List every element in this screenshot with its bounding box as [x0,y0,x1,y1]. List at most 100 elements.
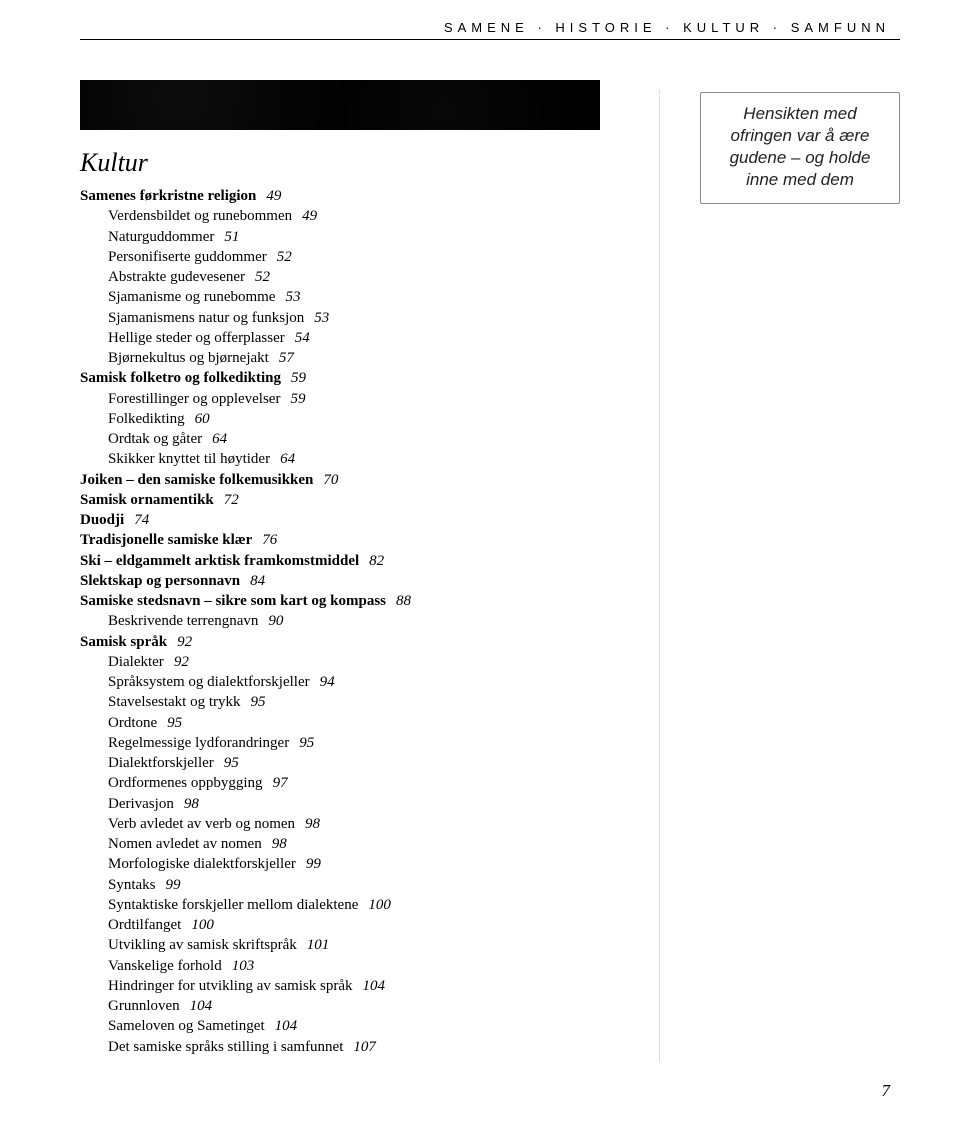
toc-entry: Naturguddommer51 [80,227,640,247]
toc-entry: Verb avledet av verb og nomen98 [80,814,640,834]
table-of-contents: Samenes førkristne religion49Verdensbild… [80,186,640,1057]
toc-entry-label: Sameloven og Sametinget [108,1018,265,1034]
page-number: 7 [882,1081,891,1101]
toc-entry-page: 95 [224,755,239,771]
toc-entry-page: 64 [212,431,227,447]
toc-entry-page: 100 [191,917,214,933]
page: SAMENE · HISTORIE · KULTUR · SAMFUNN Kul… [0,0,960,1121]
toc-entry: Derivasjon 98 [80,794,640,814]
toc-entry: Skikker knyttet til høytider64 [80,449,640,469]
toc-entry-page: 99 [166,877,181,893]
toc-entry-label: Abstrakte gudevesener [108,269,245,285]
toc-entry: Syntaks 99 [80,875,640,895]
section-title: Kultur [80,148,640,178]
toc-entry-page: 95 [299,735,314,751]
toc-entry-label: Slektskap og personnavn [80,573,240,589]
toc-entry: Ordtilfanget 100 [80,915,640,935]
toc-entry: Samisk folketro og folkedikting59 [80,368,640,388]
vertical-divider [659,90,660,1061]
toc-entry: Joiken – den samiske folkemusikken70 [80,470,640,490]
toc-entry-page: 101 [307,937,330,953]
toc-entry-page: 74 [134,512,149,528]
toc-entry-label: Språksystem og dialektforskjeller [108,674,310,690]
toc-entry-page: 49 [302,208,317,224]
toc-entry-page: 82 [369,553,384,569]
toc-entry-page: 53 [314,310,329,326]
toc-entry: Bjørnekultus og bjørnejakt57 [80,348,640,368]
toc-entry-page: 98 [272,836,287,852]
toc-entry-label: Derivasjon [108,796,174,812]
toc-entry-page: 52 [255,269,270,285]
toc-entry-page: 70 [323,472,338,488]
toc-entry-page: 104 [190,998,213,1014]
toc-entry: Grunnloven104 [80,996,640,1016]
toc-entry: Stavelsestakt og trykk 95 [80,692,640,712]
toc-entry-label: Folkedikting [108,411,185,427]
toc-entry-page: 95 [250,694,265,710]
toc-entry-page: 95 [167,715,182,731]
toc-entry: Sameloven og Sametinget 104 [80,1016,640,1036]
toc-entry: Sjamanisme og runebomme53 [80,287,640,307]
toc-entry-label: Ski – eldgammelt arktisk framkomstmiddel [80,553,359,569]
toc-entry-label: Tradisjonelle samiske klær [80,532,252,548]
toc-entry-label: Det samiske språks stilling i samfunnet [108,1039,343,1055]
toc-entry-page: 98 [184,796,199,812]
toc-entry-page: 94 [320,674,335,690]
toc-entry-page: 107 [353,1039,376,1055]
toc-entry-label: Ordtilfanget [108,917,181,933]
toc-entry-page: 51 [224,229,239,245]
toc-entry-page: 57 [279,350,294,366]
toc-entry-page: 88 [396,593,411,609]
toc-entry: Nomen avledet av nomen 98 [80,834,640,854]
toc-entry-label: Skikker knyttet til høytider [108,451,270,467]
toc-entry: Dialekter92 [80,652,640,672]
toc-entry-page: 104 [363,978,386,994]
toc-entry-page: 76 [262,532,277,548]
toc-entry: Regelmessige lydforandringer 95 [80,733,640,753]
toc-entry-page: 54 [295,330,310,346]
toc-entry-page: 90 [268,613,283,629]
left-column: Kultur Samenes førkristne religion49Verd… [80,80,640,1057]
toc-entry-label: Beskrivende terrengnavn [108,613,258,629]
toc-entry-page: 92 [177,634,192,650]
toc-entry-page: 103 [232,958,255,974]
toc-entry: Abstrakte gudevesener 52 [80,267,640,287]
toc-entry-label: Nomen avledet av nomen [108,836,262,852]
toc-entry-page: 49 [266,188,281,204]
running-head: SAMENE · HISTORIE · KULTUR · SAMFUNN [80,20,900,35]
toc-entry-label: Sjamanismens natur og funksjon [108,310,304,326]
toc-entry: Folkedikting60 [80,409,640,429]
toc-entry: Hindringer for utvikling av samisk språk… [80,976,640,996]
toc-entry-label: Personifiserte guddommer [108,249,267,265]
toc-entry-page: 52 [277,249,292,265]
toc-entry: Syntaktiske forskjeller mellom dialekten… [80,895,640,915]
toc-entry: Samisk språk92 [80,632,640,652]
toc-entry-label: Hindringer for utvikling av samisk språk [108,978,353,994]
toc-entry: Duodji74 [80,510,640,530]
toc-entry-page: 84 [250,573,265,589]
toc-entry-label: Ordformenes oppbygging [108,775,263,791]
toc-entry-page: 104 [275,1018,298,1034]
toc-entry-label: Forestillinger og opplevelser [108,391,280,407]
decorative-bar [80,80,600,130]
toc-entry-label: Regelmessige lydforandringer [108,735,289,751]
top-rule [80,39,900,40]
toc-entry: Verdensbildet og runebommen 49 [80,206,640,226]
toc-entry-label: Syntaks [108,877,156,893]
toc-entry-label: Stavelsestakt og trykk [108,694,240,710]
toc-entry: Tradisjonelle samiske klær 76 [80,530,640,550]
toc-entry-label: Vanskelige forhold [108,958,222,974]
toc-entry: Slektskap og personnavn 84 [80,571,640,591]
toc-entry: Personifiserte guddommer 52 [80,247,640,267]
toc-entry: Samiske stedsnavn – sikre som kart og ko… [80,591,640,611]
toc-entry: Språksystem og dialektforskjeller 94 [80,672,640,692]
toc-entry-label: Ordtone [108,715,157,731]
toc-entry-label: Samenes førkristne religion [80,188,256,204]
toc-entry: Dialektforskjeller95 [80,753,640,773]
toc-entry-page: 59 [291,370,306,386]
toc-entry: Vanskelige forhold 103 [80,956,640,976]
toc-entry-page: 99 [306,856,321,872]
toc-entry-page: 53 [285,289,300,305]
toc-entry-label: Verdensbildet og runebommen [108,208,292,224]
toc-entry-label: Morfologiske dialektforskjeller [108,856,296,872]
